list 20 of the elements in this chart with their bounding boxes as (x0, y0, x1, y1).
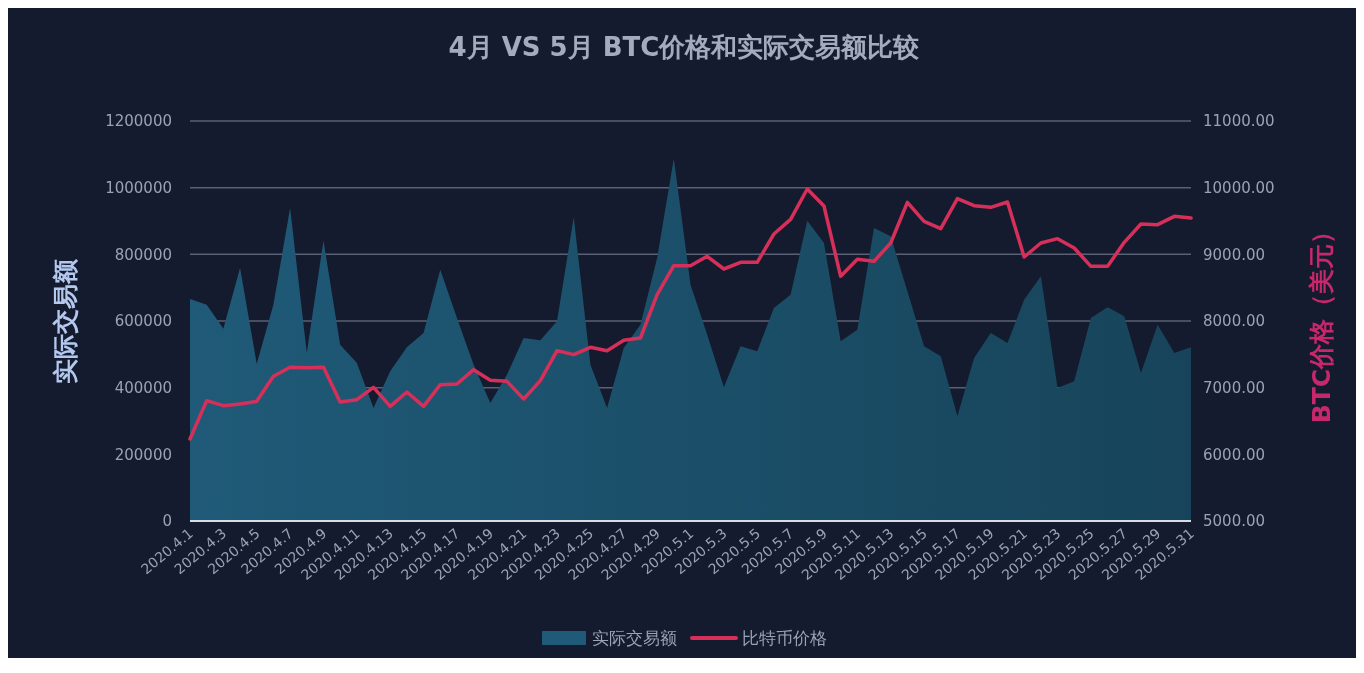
y-axis-title: 实际交易额 (51, 257, 80, 384)
chart-title: 4月 VS 5月 BTC价格和实际交易额比较 (448, 32, 921, 62)
y2-tick-label: 11000.00 (1203, 112, 1275, 131)
y-tick-label: 800000 (114, 245, 172, 264)
y2-tick-label: 8000.00 (1203, 312, 1266, 331)
y2-tick-label: 10000.00 (1203, 178, 1275, 197)
y2-tick-label: 5000.00 (1203, 512, 1266, 531)
y2-tick-label: 7000.00 (1203, 378, 1266, 397)
y-tick-label: 0 (162, 512, 172, 531)
y-tick-label: 400000 (114, 378, 172, 397)
y2-tick-label: 9000.00 (1203, 245, 1266, 264)
y2-axis-title: BTC价格（美元） (1307, 218, 1336, 424)
line-series (188, 187, 1193, 441)
legend-label: 实际交易额 (592, 627, 677, 648)
y-tick-label: 600000 (114, 312, 172, 331)
y2-tick-label: 6000.00 (1203, 445, 1266, 464)
y-tick-label: 1200000 (105, 112, 172, 131)
y-tick-label: 200000 (114, 445, 172, 464)
legend-label: 比特币价格 (742, 627, 827, 648)
y-tick-label: 1000000 (105, 178, 172, 197)
